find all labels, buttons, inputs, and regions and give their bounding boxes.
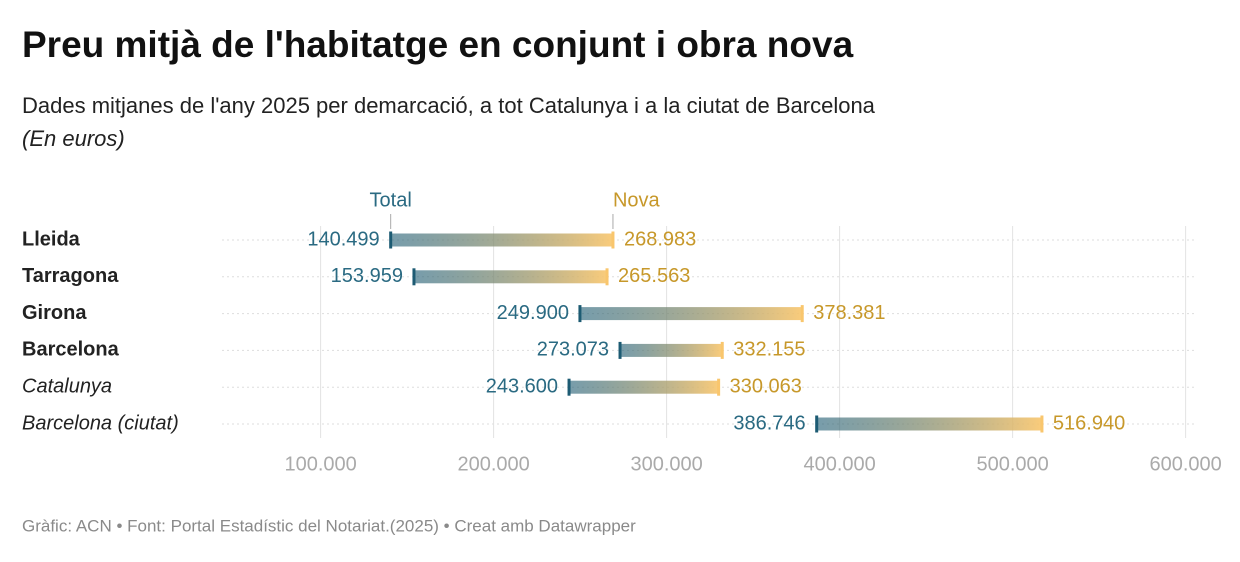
category-label: Lleida [22, 228, 81, 250]
range-bar [620, 343, 723, 357]
value-label: 516.940 [1053, 412, 1125, 434]
range-bar [413, 270, 608, 284]
total-marker [618, 341, 622, 359]
value-label: 249.900 [497, 302, 569, 324]
total-marker [567, 378, 571, 396]
nova-marker [720, 341, 724, 359]
value-label: 378.381 [813, 302, 885, 324]
value-label: 273.073 [537, 339, 609, 361]
range-bar [390, 233, 613, 247]
total-marker [815, 415, 819, 433]
range-bar [816, 417, 1042, 431]
chart-title: Preu mitjà de l'habitatge en conjunt i o… [22, 24, 854, 65]
footer: Gràfic: ACN • Font: Portal Estadístic de… [22, 516, 636, 535]
unit-note: (En euros) [22, 126, 125, 151]
value-label: 265.563 [618, 265, 690, 287]
value-label: 153.959 [331, 265, 403, 287]
category-label: Catalunya [22, 375, 112, 397]
total-marker [389, 231, 393, 249]
value-label: 140.499 [307, 228, 379, 250]
x-tick-label: 600.000 [1149, 453, 1221, 475]
x-tick-label: 300.000 [630, 453, 702, 475]
value-label: 386.746 [733, 412, 805, 434]
nova-marker [605, 268, 609, 286]
total-marker [412, 268, 416, 286]
value-label: 243.600 [486, 375, 558, 397]
value-label: 330.063 [730, 375, 802, 397]
category-label: Barcelona [22, 339, 120, 361]
x-tick-label: 400.000 [803, 453, 875, 475]
total-marker [578, 305, 582, 323]
nova-marker [611, 231, 615, 249]
nova-marker [717, 378, 721, 396]
x-tick-label: 200.000 [457, 453, 529, 475]
value-label: 332.155 [733, 339, 805, 361]
x-tick-label: 500.000 [976, 453, 1048, 475]
nova-marker [1040, 415, 1044, 433]
category-label: Girona [22, 302, 87, 324]
nova-marker [800, 305, 804, 323]
range-bar [569, 380, 719, 394]
category-label: Tarragona [22, 265, 119, 287]
category-label: Barcelona (ciutat) [22, 412, 179, 434]
chart-subtitle: Dades mitjanes de l'any 2025 per demarca… [22, 93, 876, 118]
value-label: 268.983 [624, 228, 696, 250]
legend-label: Total [370, 189, 412, 211]
range-bar [579, 307, 803, 321]
x-tick-label: 100.000 [284, 453, 356, 475]
legend-label: Nova [613, 189, 661, 211]
